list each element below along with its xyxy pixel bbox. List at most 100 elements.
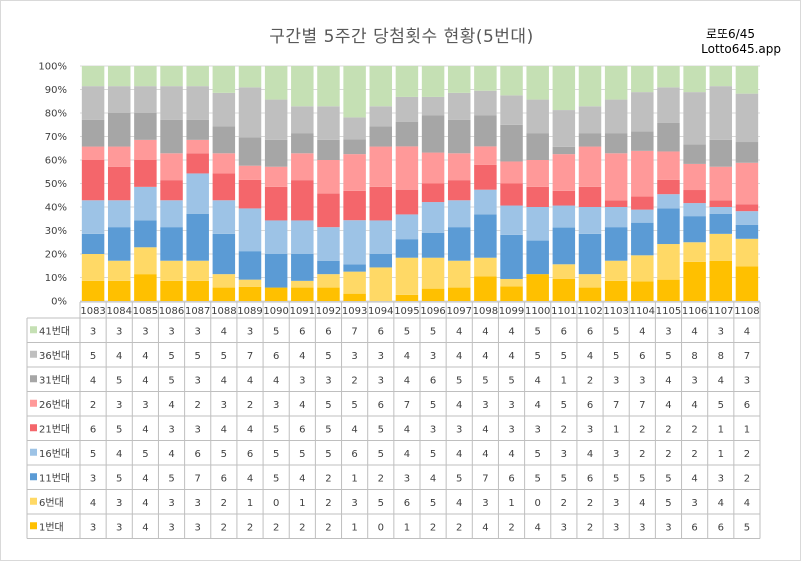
- bar-segment: [186, 280, 209, 301]
- data-label: 5: [116, 424, 122, 435]
- data-label: 4: [221, 326, 227, 337]
- bar-segment: [474, 214, 497, 258]
- bar-segment: [238, 279, 262, 287]
- bar-segment: [447, 260, 471, 288]
- data-label: 2: [744, 473, 750, 484]
- data-label: 3: [613, 498, 619, 509]
- legend-label: 36번대: [39, 350, 70, 362]
- bar-segment: [421, 183, 445, 203]
- bar-segment: [343, 190, 366, 221]
- bar-segment: [134, 139, 157, 160]
- data-label: 1: [561, 375, 567, 386]
- data-label: 2: [325, 473, 331, 484]
- bar-segment: [238, 208, 262, 252]
- bar-segment: [683, 92, 706, 145]
- x-tick-label: 1097: [447, 306, 472, 317]
- bar-segment: [186, 260, 209, 281]
- bar-segment: [500, 286, 523, 301]
- x-tick-label: 1107: [708, 306, 733, 317]
- x-tick-label: 1098: [473, 306, 498, 317]
- bar-segment: [186, 119, 209, 140]
- bar-segment: [447, 66, 471, 93]
- bar-segment: [160, 119, 183, 154]
- data-label: 2: [195, 400, 201, 411]
- bar-segment: [238, 137, 262, 166]
- bar-segment: [683, 203, 706, 217]
- data-label: 4: [482, 424, 488, 435]
- data-label: 4: [691, 326, 697, 337]
- bar-segment: [107, 146, 131, 167]
- data-label: 4: [142, 424, 148, 435]
- data-label: 1: [299, 498, 305, 509]
- bar-segment: [134, 186, 157, 221]
- data-label: 3: [744, 375, 750, 386]
- bar-segment: [552, 205, 576, 228]
- bar-segment: [500, 183, 523, 206]
- legend-label: 16번대: [39, 448, 70, 460]
- bar-segment: [369, 220, 393, 254]
- data-label: 5: [378, 498, 384, 509]
- data-label: 4: [221, 375, 227, 386]
- bar-segment: [500, 161, 523, 184]
- data-label: 4: [508, 351, 514, 362]
- bar-segment: [657, 244, 680, 280]
- data-label: 3: [561, 449, 567, 460]
- x-tick-label: 1102: [577, 306, 602, 317]
- data-label: 2: [90, 400, 96, 411]
- bar-segment: [683, 261, 706, 301]
- data-label: 5: [195, 351, 201, 362]
- data-label: 4: [90, 498, 96, 509]
- data-label: 5: [325, 424, 331, 435]
- data-label: 4: [142, 498, 148, 509]
- bar-segment: [500, 66, 523, 96]
- bar-segment: [474, 146, 497, 165]
- bar-segment: [735, 162, 759, 205]
- data-label: 1: [718, 424, 724, 435]
- bar-segment: [735, 93, 759, 143]
- legend-swatch: [30, 399, 37, 407]
- bar-segment: [552, 154, 576, 191]
- data-label: 2: [221, 522, 227, 533]
- data-label: 3: [508, 400, 514, 411]
- bar-segment: [107, 227, 131, 261]
- legend-swatch: [30, 497, 37, 505]
- data-label: 2: [639, 424, 645, 435]
- data-label: 5: [482, 375, 488, 386]
- data-label: 5: [561, 473, 567, 484]
- data-label: 3: [430, 351, 436, 362]
- data-label: 3: [639, 522, 645, 533]
- bar-segment: [81, 146, 105, 160]
- bar-segment: [343, 220, 366, 265]
- bar-segment: [526, 207, 549, 241]
- bar-segment: [264, 139, 288, 167]
- bar-segment: [212, 233, 236, 275]
- data-label: 5: [325, 449, 331, 460]
- data-label: 2: [273, 522, 279, 533]
- bar-segment: [238, 165, 262, 180]
- data-label: 3: [430, 424, 436, 435]
- data-label: 5: [168, 473, 174, 484]
- data-label: 3: [351, 351, 357, 362]
- bar-segment: [160, 227, 183, 261]
- bar-segment: [421, 202, 445, 233]
- data-label: 5: [325, 400, 331, 411]
- legend-label: 1번대: [39, 521, 64, 533]
- data-label: 4: [90, 375, 96, 386]
- data-label: 3: [482, 498, 488, 509]
- data-label: 6: [378, 326, 384, 337]
- bar-segment: [317, 106, 340, 140]
- legend-swatch: [30, 522, 37, 530]
- bar-segment: [474, 90, 497, 116]
- x-tick-label: 1094: [368, 306, 393, 317]
- bar-segment: [735, 238, 759, 267]
- data-label: 5: [744, 522, 750, 533]
- x-tick-label: 1090: [263, 306, 288, 317]
- x-tick-label: 1108: [734, 306, 759, 317]
- data-label: 4: [456, 326, 462, 337]
- bar-segment: [683, 163, 706, 191]
- bar-segment: [683, 66, 706, 93]
- legend-swatch: [30, 350, 37, 358]
- data-label: 4: [482, 522, 488, 533]
- data-label: 3: [691, 498, 697, 509]
- data-label: 3: [168, 522, 174, 533]
